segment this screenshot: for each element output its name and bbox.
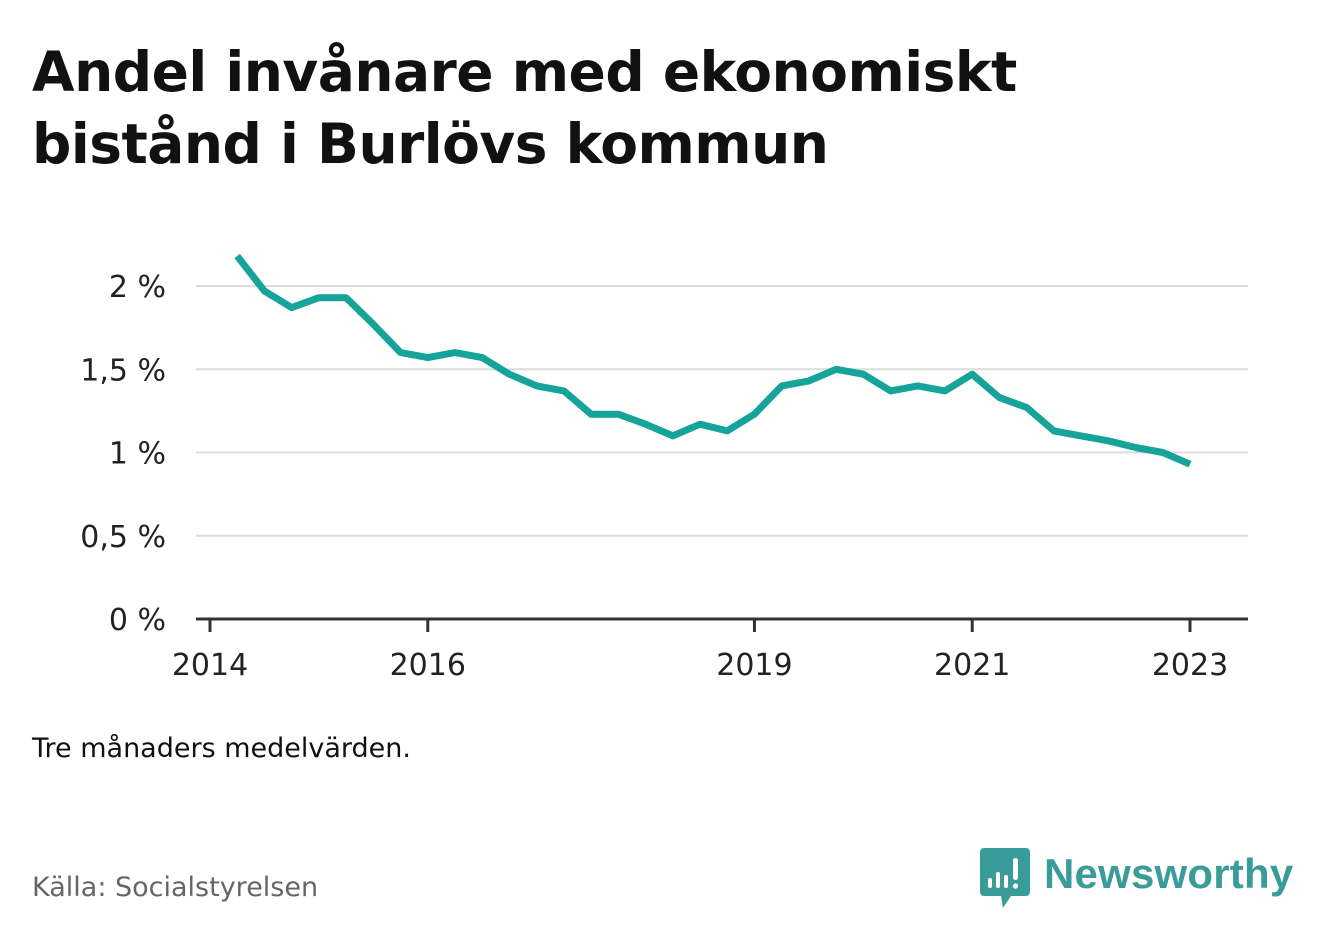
series xyxy=(234,253,1192,468)
y-tick-label: 0,5 % xyxy=(80,520,166,555)
x-tick-label: 2014 xyxy=(172,648,248,683)
x-tick-label: 2021 xyxy=(934,648,1010,683)
brand-logo: Newsworthy xyxy=(980,848,1293,912)
grid-lines xyxy=(196,285,1248,537)
x-tick-label: 2023 xyxy=(1152,648,1228,683)
source-credit: Källa: Socialstyrelsen xyxy=(32,872,319,903)
y-tick-label: 1 % xyxy=(109,437,166,472)
y-tick-label: 2 % xyxy=(109,270,166,305)
series-line xyxy=(234,253,1192,468)
x-tick-label: 2019 xyxy=(716,648,792,683)
chart-note: Tre månaders medelvärden. xyxy=(32,733,411,764)
y-axis-labels: 0 % 0,5 % 1 % 1,5 % 2 % xyxy=(80,270,166,638)
y-tick-label: 0 % xyxy=(109,603,166,638)
bar-chart-speech-bubble-icon xyxy=(980,848,1030,908)
chart-title: Andel invånare med ekonomiskt bistånd i … xyxy=(32,40,1017,176)
x-tick-label: 2016 xyxy=(390,648,466,683)
x-axis-ticks: 2014 2016 2019 2021 2023 xyxy=(172,619,1228,683)
brand-name: Newsworthy xyxy=(1044,850,1294,897)
y-tick-label: 1,5 % xyxy=(80,353,166,388)
